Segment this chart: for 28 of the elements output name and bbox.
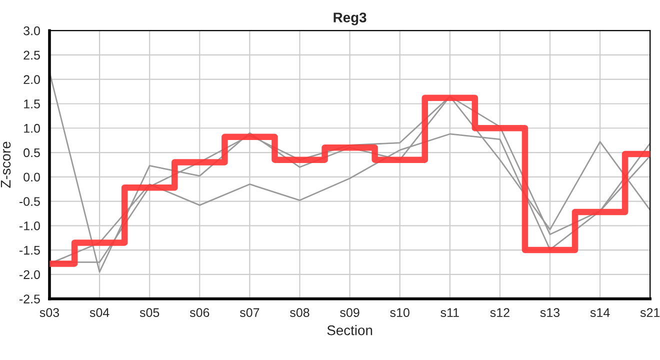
x-tick-label: s11 — [440, 308, 459, 318]
x-tick-label: s03 — [40, 308, 60, 318]
y-tick-label: 3.0 — [24, 26, 40, 36]
y-tick-label: -2.5 — [19, 294, 40, 304]
y-axis-title: Z-score — [0, 142, 11, 188]
y-tick-label: 2.0 — [24, 75, 40, 84]
y-tick-label: -2.0 — [19, 270, 40, 280]
y-tick-label: 0.0 — [24, 172, 40, 182]
x-tick-label: s09 — [340, 308, 360, 318]
chart-title: Reg3 — [334, 12, 366, 26]
x-tick-label: s05 — [140, 308, 160, 318]
x-tick-label: s21 — [640, 308, 660, 318]
y-tick-label: 1.0 — [24, 124, 40, 133]
x-tick-label: s10 — [390, 308, 410, 318]
y-tick-label: 0.5 — [24, 148, 40, 158]
x-tick-label: s08 — [290, 308, 310, 318]
x-axis-title: Section — [327, 325, 372, 336]
x-tick-label: s12 — [490, 308, 510, 318]
x-tick-label: s14 — [590, 308, 610, 318]
y-tick-label: 1.5 — [24, 100, 40, 108]
y-tick-label: -0.5 — [19, 197, 40, 206]
y-tick-label: -1.5 — [19, 246, 40, 255]
x-tick-label: s04 — [90, 308, 110, 318]
y-tick-label: -1.0 — [19, 221, 40, 230]
x-tick-label: s06 — [190, 308, 210, 318]
x-tick-label: s13 — [540, 308, 560, 318]
x-tick-label: s07 — [240, 308, 260, 318]
y-tick-label: 2.5 — [24, 50, 40, 60]
